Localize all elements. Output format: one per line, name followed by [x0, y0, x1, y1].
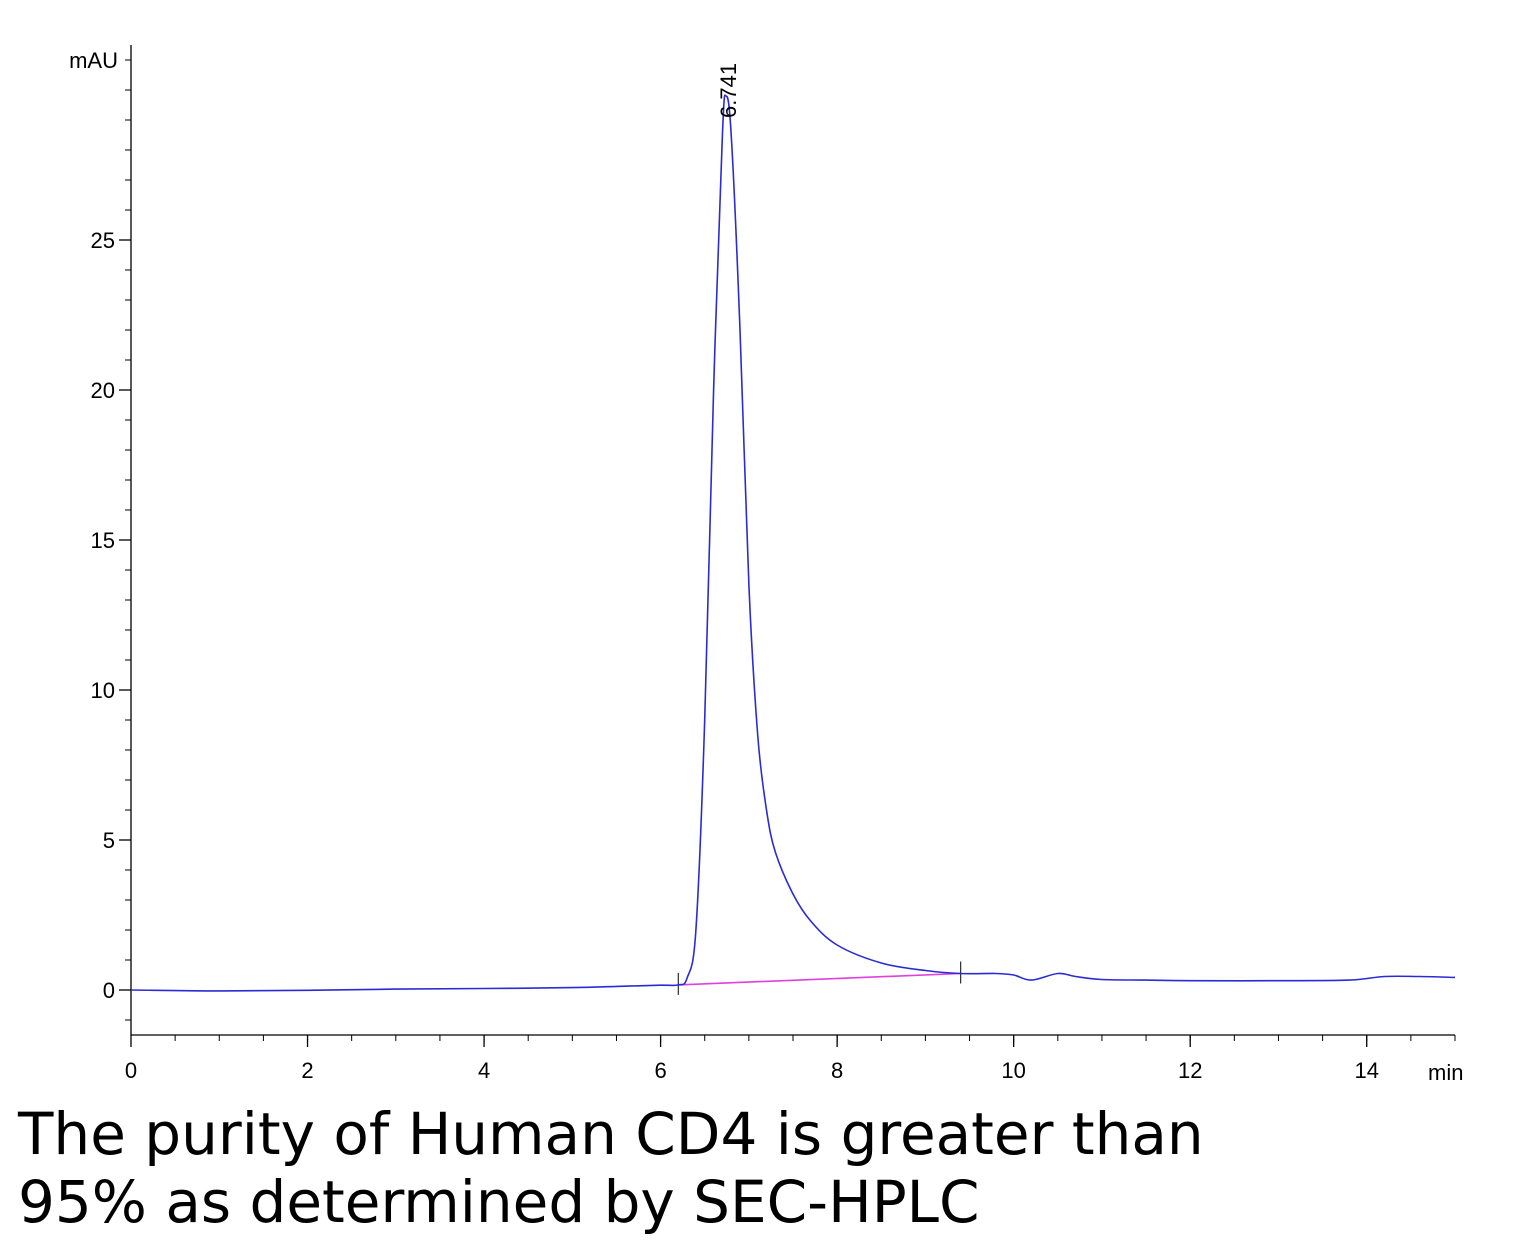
- caption-line-1: The purity of Human CD4 is greater than: [18, 1100, 1204, 1168]
- caption-line-2: 95% as determined by SEC-HPLC: [18, 1168, 980, 1236]
- peak-label: 6.741: [716, 63, 741, 118]
- chromatogram-chart: 0 2 4 6 8 10 12 14 0 5 10 15 20 25 mAU min 6.741: [69, 45, 1463, 1085]
- y-axis-label: mAU: [69, 48, 118, 73]
- caption: The purity of Human CD4 is greater than …: [18, 1100, 1518, 1236]
- x-tick-label: 10: [1001, 1058, 1025, 1083]
- x-tick-label: 6: [654, 1058, 666, 1083]
- x-tick-label: 12: [1178, 1058, 1202, 1083]
- chromatogram-trace: [130, 94, 1456, 992]
- axes: [130, 45, 1455, 1036]
- x-tick-label: 2: [301, 1058, 313, 1083]
- x-axis-label: min: [1428, 1060, 1463, 1085]
- y-tick-label: 10: [91, 678, 115, 703]
- x-tick-label: 0: [125, 1058, 137, 1083]
- baseline-line: [678, 972, 961, 986]
- y-tick-label: 20: [91, 378, 115, 403]
- y-tick-label: 0: [103, 978, 115, 1003]
- data-marks: [130, 94, 1456, 995]
- y-tick-label: 15: [91, 528, 115, 553]
- y-tick-label: 25: [91, 228, 115, 253]
- y-tick-label: 5: [103, 828, 115, 853]
- x-tick-label: 14: [1354, 1058, 1378, 1083]
- ticks: 0 2 4 6 8 10 12 14 0 5 10 15 20 25: [91, 59, 1456, 1083]
- x-tick-label: 8: [831, 1058, 843, 1083]
- x-tick-label: 4: [478, 1058, 490, 1083]
